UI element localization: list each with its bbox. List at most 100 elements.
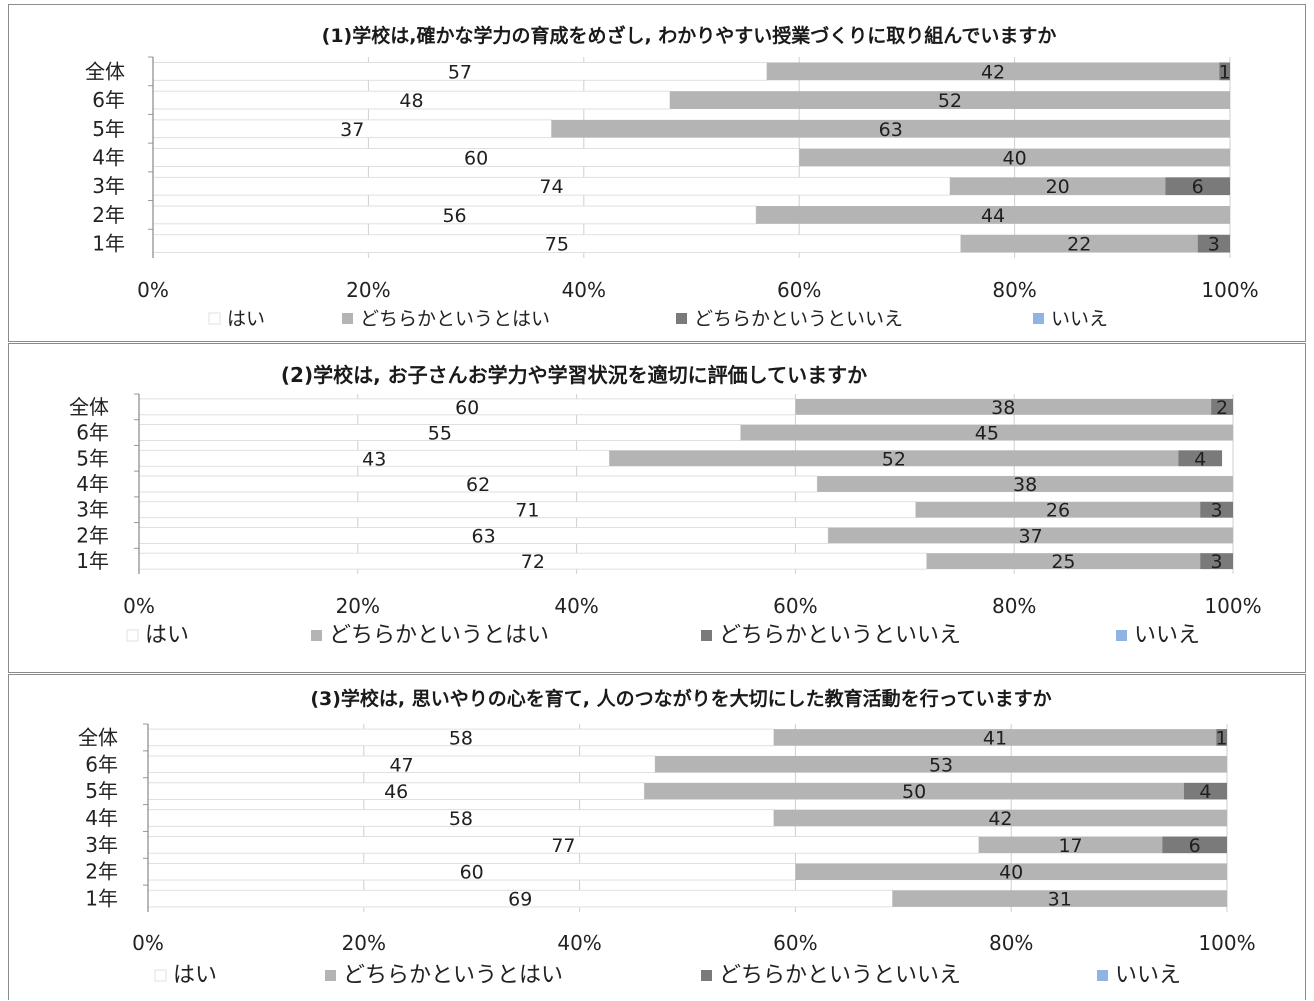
data-label: 63 (879, 119, 903, 141)
data-label: 47 (389, 754, 413, 776)
category-label: 3年 (85, 833, 118, 857)
data-label: 72 (521, 551, 545, 573)
chart-title: (3)学校は, 思いやりの心を育て, 人のつながりを大切にした教育活動を行ってい… (310, 687, 1051, 710)
category-label: 全体 (85, 59, 125, 83)
legend-label: どちらかというとはい (360, 308, 550, 330)
bar-dochira-iie (1178, 450, 1223, 467)
legend-swatch-dochira-hai (311, 630, 322, 641)
bar-dochira-hai (795, 863, 1227, 881)
legend-swatch-hai (208, 312, 221, 325)
data-label: 38 (991, 397, 1015, 419)
x-tick-label: 100% (1204, 594, 1261, 618)
legend-swatch-dochira-iie (701, 970, 712, 981)
chart-title: (2)学校は, お子さんお学力や学習状況を適切に評価していますか (281, 363, 867, 387)
data-label: 50 (902, 781, 926, 803)
chart-3-svg: (3)学校は, 思いやりの心を育て, 人のつながりを大切にした教育活動を行ってい… (78, 687, 1256, 988)
legend-swatch-iie (1116, 630, 1127, 641)
category-label: 5年 (76, 446, 109, 470)
data-label: 42 (988, 808, 1012, 830)
bar-dochira-iie (1183, 782, 1227, 800)
bar-dochira-hai (773, 729, 1217, 746)
data-label: 63 (472, 525, 496, 547)
data-label: 52 (882, 448, 906, 470)
data-label: 45 (975, 423, 999, 445)
data-label: 74 (539, 176, 563, 198)
category-label: 全体 (69, 395, 109, 419)
bar-dochira-hai (949, 177, 1166, 196)
data-label: 44 (981, 205, 1005, 227)
category-label: 全体 (78, 725, 118, 749)
bar-dochira-hai (644, 782, 1184, 800)
chart-panel-2: (2)学校は, お子さんお学力や学習状況を適切に評価していますか 60 38 2 全体 5… (8, 343, 1306, 673)
bar-dochira-iie (1197, 234, 1230, 253)
data-label: 37 (1019, 525, 1043, 547)
x-tick-label: 80% (992, 594, 1036, 618)
bar-dochira-hai (828, 527, 1233, 544)
data-label: 38 (1013, 474, 1037, 496)
category-label: 4年 (85, 806, 118, 830)
legend-swatch-dochira-hai (325, 970, 336, 981)
bar-dochira-hai (766, 62, 1220, 81)
chart-panel-1: (1)学校は,確かな学力の育成をめざし, わかりやすい授業づくりに取り組んでいま… (8, 4, 1306, 342)
bar-dochira-iie (1200, 501, 1233, 518)
data-label: 58 (449, 808, 473, 830)
bar-dochira-hai (978, 836, 1163, 854)
data-label: 1 (1216, 727, 1228, 749)
data-label: 55 (428, 423, 452, 445)
bar-dochira-hai (915, 501, 1201, 518)
data-label: 6 (1192, 176, 1204, 198)
x-tick-label: 60% (773, 931, 817, 955)
x-tick-label: 20% (342, 931, 386, 955)
x-tick-label: 60% (777, 278, 821, 302)
legend-label: いいえ (1051, 308, 1108, 330)
data-label: 22 (1067, 234, 1091, 256)
category-label: 2年 (85, 860, 118, 884)
bar-dochira-hai (926, 553, 1201, 570)
category-label: 4年 (76, 472, 109, 496)
category-label: 3年 (76, 498, 109, 522)
data-label: 60 (460, 862, 484, 884)
bar-dochira-hai (740, 424, 1233, 441)
x-tick-label: 80% (989, 931, 1033, 955)
category-label: 6年 (85, 752, 118, 776)
legend-swatch-dochira-hai (342, 313, 353, 324)
legend-label: はい (145, 623, 189, 648)
x-tick-label: 20% (336, 594, 380, 618)
x-tick-label: 40% (562, 278, 606, 302)
bar-dochira-hai (960, 234, 1198, 253)
data-label: 3 (1211, 551, 1223, 573)
data-label: 48 (399, 90, 423, 112)
data-label: 40 (999, 862, 1023, 884)
data-label: 17 (1058, 835, 1082, 857)
category-label: 6年 (92, 88, 125, 112)
data-label: 43 (362, 448, 386, 470)
x-tick-label: 60% (773, 594, 817, 618)
bar-dochira-hai (551, 119, 1230, 138)
bar-dochira-iie (1211, 398, 1233, 415)
chart-2-svg: (2)学校は, お子さんお学力や学習状況を適切に評価していますか 60 38 2 全体 5… (69, 363, 1262, 648)
data-label: 46 (384, 781, 408, 803)
legend-label: どちらかというとはい (343, 963, 563, 988)
x-tick-label: 100% (1198, 931, 1255, 955)
legend-label: はい (227, 308, 265, 330)
data-label: 56 (442, 205, 466, 227)
chart-1-svg: (1)学校は,確かな学力の育成をめざし, わかりやすい授業づくりに取り組んでいま… (85, 24, 1259, 330)
data-label: 40 (1003, 148, 1027, 170)
data-label: 58 (449, 727, 473, 749)
chart-panel-3: (3)学校は, 思いやりの心を育て, 人のつながりを大切にした教育活動を行ってい… (8, 674, 1306, 1000)
x-tick-label: 0% (132, 931, 164, 955)
data-label: 37 (340, 119, 364, 141)
data-label: 60 (455, 397, 479, 419)
x-tick-label: 0% (137, 278, 169, 302)
data-label: 3 (1208, 234, 1220, 256)
legend-swatch-iie (1097, 970, 1108, 981)
data-label: 71 (515, 500, 539, 522)
bar-dochira-hai (773, 809, 1227, 827)
x-tick-label: 80% (992, 278, 1036, 302)
bar-dochira-hai (892, 890, 1227, 907)
legend-swatch-iie (1033, 313, 1044, 324)
legend-label: いいえ (1134, 623, 1200, 648)
bar-dochira-hai (756, 206, 1230, 224)
x-tick-label: 0% (123, 594, 155, 618)
category-label: 3年 (92, 174, 125, 198)
